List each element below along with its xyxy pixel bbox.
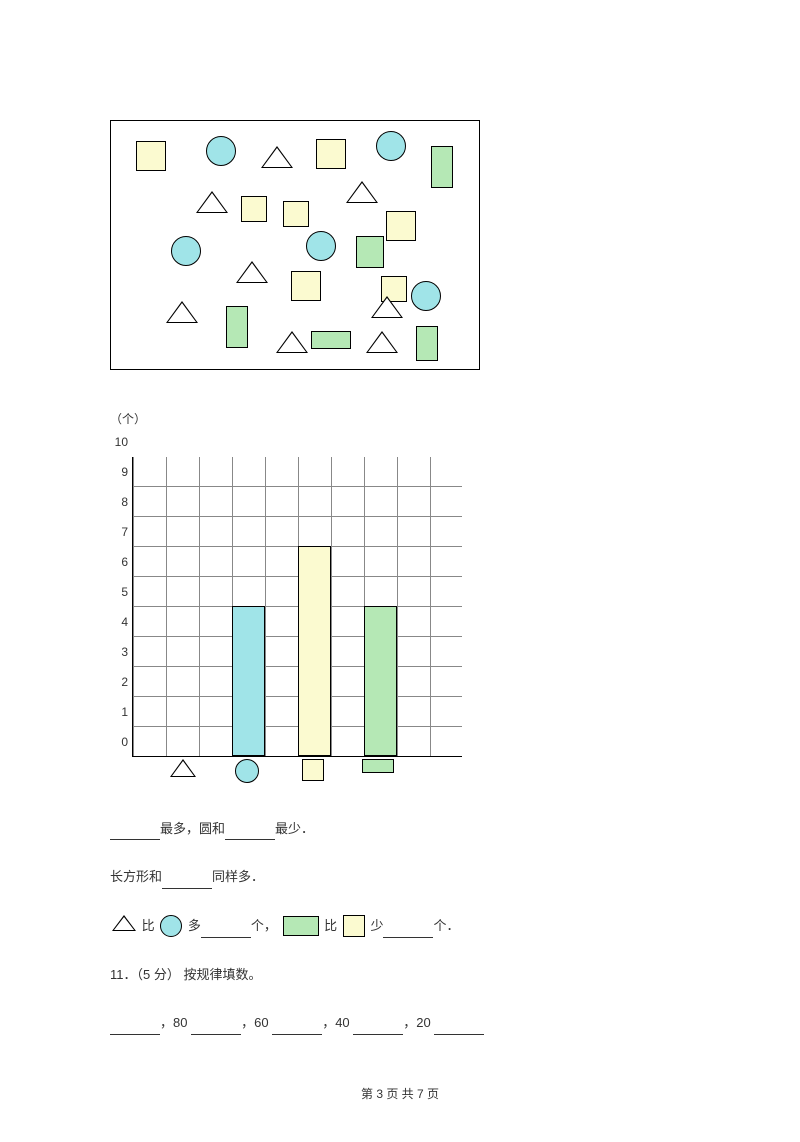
rectangle-shape — [356, 236, 384, 268]
circle-shape — [306, 231, 336, 261]
square-shape — [291, 271, 321, 301]
rectangle-shape — [226, 306, 248, 348]
question-line-1: 最多，圆和最少． — [110, 817, 690, 840]
triangle-shape — [371, 296, 403, 318]
bar-chart: （个） 012 345 678 910 — [110, 410, 690, 787]
circle-shape — [376, 131, 406, 161]
sequence-line: ，80 ，60 ，40 ，20 — [110, 1011, 690, 1034]
square-shape — [386, 211, 416, 241]
square-shape — [241, 196, 267, 222]
square-shape — [283, 201, 309, 227]
question-line-3: 比 多个， 比 少个． — [110, 914, 690, 938]
square-icon — [343, 915, 365, 937]
blank-field[interactable] — [353, 1021, 403, 1035]
triangle-shape — [196, 191, 228, 213]
blank-field[interactable] — [225, 826, 275, 840]
triangle-shape — [166, 301, 198, 323]
question-11: 11．（5 分） 按规律填数。 — [110, 963, 690, 986]
circle-shape — [171, 236, 201, 266]
circle-shape — [411, 281, 441, 311]
square-icon — [302, 759, 324, 781]
circle-icon — [235, 759, 259, 783]
y-axis-unit: （个） — [110, 410, 690, 427]
blank-field[interactable] — [110, 1021, 160, 1035]
blank-field[interactable] — [162, 875, 212, 889]
chart-grid — [132, 457, 462, 757]
blank-field[interactable] — [110, 826, 160, 840]
blank-field[interactable] — [201, 924, 251, 938]
circle-icon — [160, 915, 182, 937]
question-line-2: 长方形和同样多． — [110, 865, 690, 888]
triangle-shape — [276, 331, 308, 353]
page-content: （个） 012 345 678 910 — [0, 0, 800, 1142]
blank-field[interactable] — [434, 1021, 484, 1035]
rectangle-icon — [283, 916, 319, 936]
y-axis-ticks: 012 345 678 910 — [110, 427, 128, 757]
blank-field[interactable] — [191, 1021, 241, 1035]
square-shape — [136, 141, 166, 171]
bar-circle — [232, 606, 265, 756]
triangle-icon — [170, 759, 196, 777]
square-shape — [316, 139, 346, 169]
blank-field[interactable] — [383, 924, 433, 938]
triangle-shape — [366, 331, 398, 353]
bar-rectangle — [364, 606, 397, 756]
rectangle-shape — [431, 146, 453, 188]
triangle-shape — [261, 146, 293, 168]
page-footer: 第 3 页 共 7 页 — [110, 1085, 690, 1102]
rectangle-shape — [311, 331, 351, 349]
x-axis-icons — [132, 757, 690, 787]
rectangle-shape — [416, 326, 438, 361]
bar-square — [298, 546, 331, 756]
blank-field[interactable] — [272, 1021, 322, 1035]
triangle-shape — [236, 261, 268, 283]
circle-shape — [206, 136, 236, 166]
triangle-shape — [346, 181, 378, 203]
triangle-icon — [112, 915, 136, 938]
shapes-diagram — [110, 120, 480, 370]
rectangle-icon — [362, 759, 394, 773]
